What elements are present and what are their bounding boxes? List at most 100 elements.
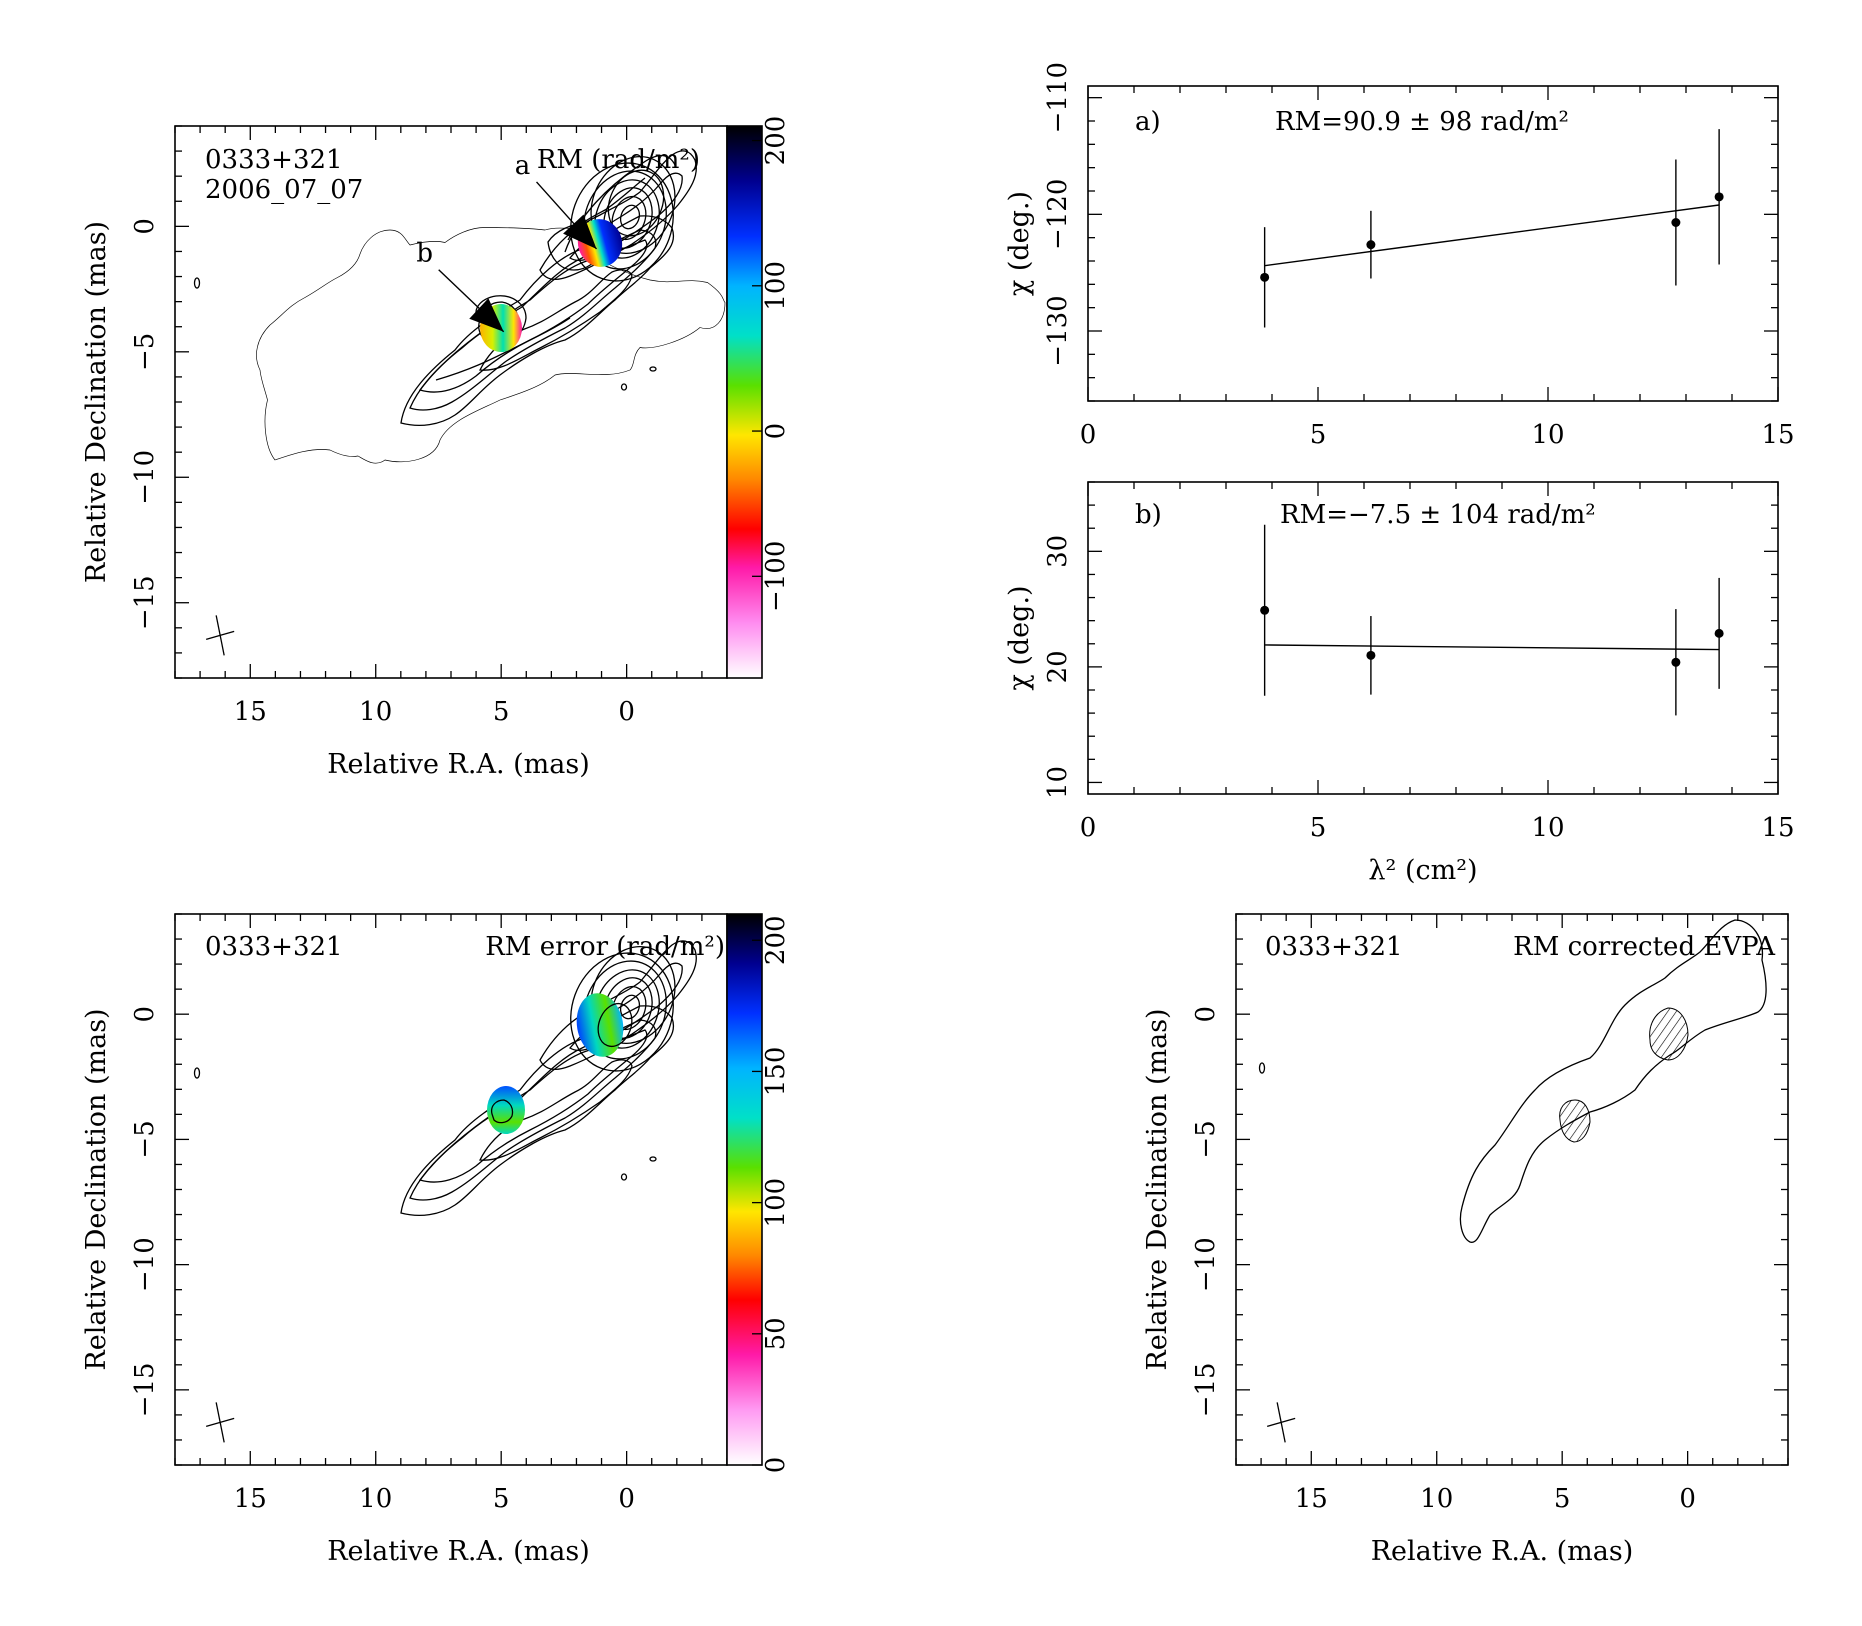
rm-map-title: RM (rad/m²) xyxy=(537,145,700,175)
fit-b-x-tick-label: 10 xyxy=(1531,813,1564,843)
rm-map-beam xyxy=(215,615,225,656)
rm-error-patch-a xyxy=(576,993,624,1057)
data-point xyxy=(1714,628,1724,638)
rm-error-patch-b xyxy=(487,1086,525,1134)
rm-error-map-colorbar-tick-label: 50 xyxy=(761,1317,791,1350)
fit-a-y-axis-label: χ (deg.) xyxy=(1004,191,1035,296)
fit-a-frame xyxy=(1087,85,1779,402)
rm-error-map-y-tick-label: −15 xyxy=(130,1362,160,1417)
fit-a-x-tick-label: 5 xyxy=(1310,420,1327,450)
fit-b-annotation: RM=−7.5 ± 104 rad/m² xyxy=(1280,500,1596,530)
data-point xyxy=(1366,240,1376,250)
fit-a-label: a) xyxy=(1135,107,1161,137)
rm-map-x-tick-label: 15 xyxy=(234,697,267,727)
evpa-map-axes: 15 10 5 0 0 −5 −10 −15 Relative R.A. (mas) Relati… xyxy=(1142,913,1789,1567)
evpa-hatch-patch-a xyxy=(1649,1007,1689,1061)
rm-error-map-x-tick-label: 0 xyxy=(618,1484,635,1514)
evpa-map-x-axis-label: Relative R.A. (mas) xyxy=(1371,1536,1634,1567)
marker-arrowhead-b xyxy=(469,298,504,332)
rm-error-map-x-tick-label: 10 xyxy=(359,1484,392,1514)
evpa-map-y-tick-label: −10 xyxy=(1191,1237,1221,1292)
rm-error-map-beam xyxy=(215,1402,225,1443)
rm-map-y-tick-label: −15 xyxy=(130,575,160,630)
rm-error-map-x-tick-label: 5 xyxy=(493,1484,510,1514)
fit-a-y-tick-label: −110 xyxy=(1043,62,1073,133)
rm-error-color-patches xyxy=(487,993,624,1134)
fit-a-x-tick-label: 10 xyxy=(1531,420,1564,450)
marker-arrowhead-a xyxy=(563,214,597,249)
fit-b-x-tick-label: 15 xyxy=(1761,813,1794,843)
evpa-map-y-tick-label: −15 xyxy=(1191,1362,1221,1417)
rm-map-axes: 15 10 5 0 0 −5 −10 −15 Relative R.A. (mas) Relati… xyxy=(81,116,791,780)
fit-a-x-tick-label: 0 xyxy=(1080,420,1097,450)
evpa-map-source-name: 0333+321 xyxy=(1265,932,1403,962)
evpa-map-y-axis-label: Relative Declination (mas) xyxy=(1142,1008,1173,1370)
rm-error-map-y-tick-label: −10 xyxy=(130,1237,160,1292)
evpa-outer-contour xyxy=(1459,919,1767,1243)
fit-b-y-tick-label: 30 xyxy=(1043,535,1073,568)
evpa-map-y-tick-label: 0 xyxy=(1191,1006,1221,1023)
evpa-map-panel xyxy=(1258,919,1767,1243)
rm-map-colorbar-tick-label: −100 xyxy=(761,541,791,612)
fit-a-x-tick-label: 15 xyxy=(1761,420,1794,450)
fit-b-x-tick-label: 5 xyxy=(1310,813,1327,843)
fit-b-label: b) xyxy=(1135,500,1162,530)
rm-map-x-axis-label: Relative R.A. (mas) xyxy=(327,749,590,780)
fit-b-axes: 0 5 10 15 30 20 10 λ² (cm²) χ (deg.) xyxy=(1004,481,1795,886)
rm-error-map-y-tick-label: −5 xyxy=(130,1120,160,1158)
evpa-map-beam xyxy=(1276,1402,1286,1443)
rm-map-colorbar xyxy=(726,125,763,679)
rm-error-map-y-tick-label: 0 xyxy=(130,1006,160,1023)
fit-b-y-axis-label: χ (deg.) xyxy=(1004,585,1035,690)
rm-error-map-colorbar-tick-label: 100 xyxy=(761,1178,791,1228)
fit-a-y-tick-label: −130 xyxy=(1043,295,1073,366)
rm-error-map-source-name: 0333+321 xyxy=(205,932,343,962)
evpa-map-x-tick-label: 15 xyxy=(1295,1484,1328,1514)
rm-error-map-x-tick-label: 15 xyxy=(234,1484,267,1514)
evpa-map-x-tick-label: 0 xyxy=(1679,1484,1696,1514)
rm-map-epoch: 2006_07_07 xyxy=(205,175,363,205)
rm-error-contours xyxy=(193,940,697,1216)
fit-a-annotation: RM=90.9 ± 98 rad/m² xyxy=(1275,107,1569,137)
evpa-map-frame xyxy=(1235,913,1789,1466)
evpa-map-x-tick-label: 10 xyxy=(1420,1484,1453,1514)
rm-map-y-axis-label: Relative Declination (mas) xyxy=(81,221,112,583)
data-point xyxy=(1671,657,1681,667)
rm-error-contours-over xyxy=(490,1002,633,1124)
rm-error-map-y-axis-label: Relative Declination (mas) xyxy=(81,1008,112,1370)
rm-error-map-colorbar xyxy=(726,913,763,1466)
data-point xyxy=(1714,192,1724,202)
rm-error-map-colorbar-tick-label: 0 xyxy=(761,1457,791,1474)
rm-map-x-tick-label: 10 xyxy=(359,697,392,727)
evpa-map-title: RM corrected EVPA xyxy=(1513,932,1776,962)
rm-map-colorbar-tick-label: 200 xyxy=(761,116,791,166)
rm-error-map-colorbar-tick-label: 150 xyxy=(761,1047,791,1097)
rm-error-map-title: RM error (rad/m²) xyxy=(485,932,725,962)
rm-map-source-name: 0333+321 xyxy=(205,145,343,175)
data-point xyxy=(1366,650,1376,660)
data-point xyxy=(1260,272,1270,282)
fit-b-y-tick-label: 20 xyxy=(1043,650,1073,683)
rm-map-y-tick-label: 0 xyxy=(130,218,160,235)
rm-map-y-tick-label: −5 xyxy=(130,333,160,371)
fit-a-y-tick-label: −120 xyxy=(1043,179,1073,250)
fit-b-x-axis-label: λ² (cm²) xyxy=(1368,855,1477,886)
evpa-hatch-patch-b xyxy=(1559,1099,1591,1143)
evpa-map-x-tick-label: 5 xyxy=(1554,1484,1571,1514)
marker-label-b: b xyxy=(416,239,433,269)
rm-map-x-tick-label: 0 xyxy=(618,697,635,727)
data-point xyxy=(1260,605,1270,615)
fit-b-y-tick-label: 10 xyxy=(1043,766,1073,799)
rm-error-map-colorbar-tick-label: 200 xyxy=(761,915,791,965)
rm-map-colorbar-tick-label: 100 xyxy=(761,261,791,311)
rm-error-map-x-axis-label: Relative R.A. (mas) xyxy=(327,1536,590,1567)
rm-map-x-tick-label: 5 xyxy=(493,697,510,727)
data-point xyxy=(1671,218,1681,227)
fit-line xyxy=(1264,204,1720,267)
fit-line xyxy=(1264,644,1720,651)
fit-b-x-tick-label: 0 xyxy=(1080,813,1097,843)
evpa-small-contour xyxy=(1258,1062,1266,1074)
evpa-map-y-tick-label: −5 xyxy=(1191,1120,1221,1158)
